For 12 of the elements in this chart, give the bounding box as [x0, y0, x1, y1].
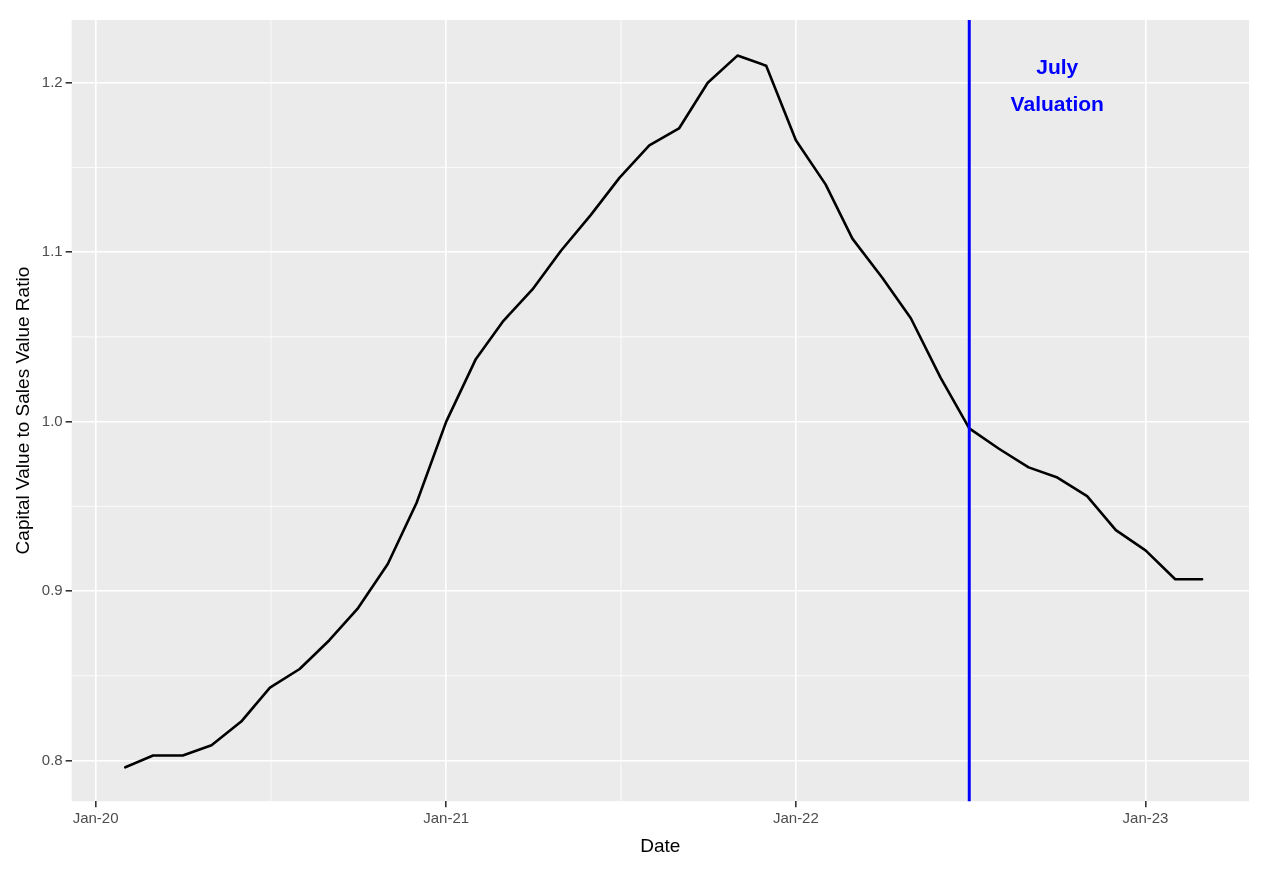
x-axis-title: Date: [640, 834, 681, 856]
y-tick-label: 0.9: [41, 581, 63, 599]
ref-line-label: July Valuation: [1010, 54, 1104, 115]
x-tick-label: Jan-22: [772, 809, 819, 827]
x-tick-label: Jan-21: [423, 809, 470, 827]
y-tick-label: 1.1: [41, 242, 63, 260]
x-tick-label: Jan-20: [72, 809, 119, 827]
x-tick-label: Jan-23: [1122, 809, 1169, 827]
y-tick-label: 1.0: [41, 411, 63, 429]
y-tick-label: 0.8: [41, 750, 63, 768]
y-tick-label: 1.2: [41, 72, 63, 90]
y-axis-title: Capital Value to Sales Value Ratio: [11, 266, 33, 555]
